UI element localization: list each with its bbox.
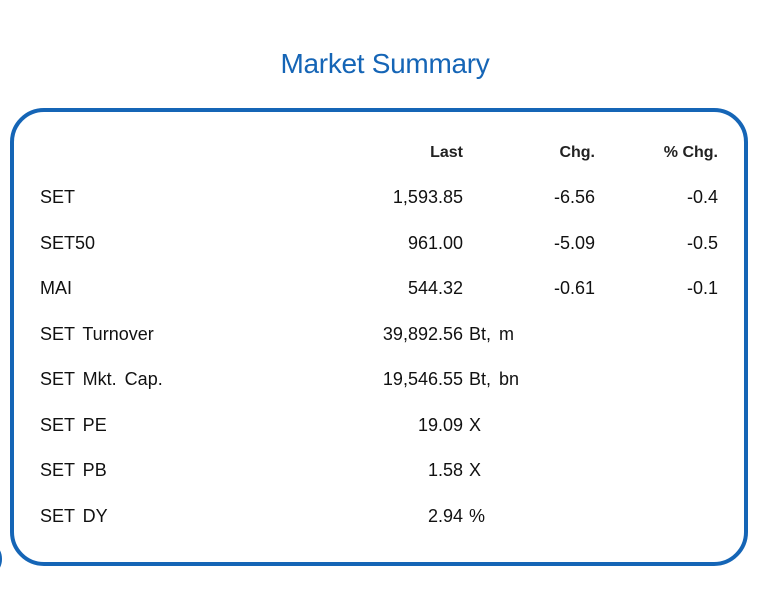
row-name: SET DY: [40, 506, 108, 526]
row-unit: %: [469, 506, 486, 526]
page-title: Market Summary: [280, 48, 490, 79]
row-name: SET Turnover: [40, 324, 154, 344]
table-row: SET Mkt. Cap. 19,546.55 Bt, bn: [0, 369, 780, 393]
row-name: SET: [40, 187, 76, 207]
column-header-chg: Chg.: [559, 144, 595, 161]
row-last: 961.00: [407, 233, 463, 253]
row-last: 19.09: [417, 415, 463, 435]
row-name: MAI: [40, 278, 73, 298]
row-pct-chg: -0.4: [686, 187, 718, 207]
row-last: 1.58: [427, 460, 463, 480]
decorative-arc: [0, 540, 2, 578]
column-header-last: Last: [430, 144, 463, 161]
row-unit: Bt, m: [469, 324, 515, 344]
row-unit: Bt, bn: [469, 369, 520, 389]
row-last: 2.94: [427, 506, 463, 526]
row-last: 19,546.55: [382, 369, 463, 389]
row-last: 544.32: [407, 278, 463, 298]
row-chg: -5.09: [553, 233, 595, 253]
table-row: SET Turnover 39,892.56 Bt, m: [0, 324, 780, 348]
row-name: SET50: [40, 233, 96, 253]
row-chg: -6.56: [553, 187, 595, 207]
table-row: SET DY 2.94 %: [0, 506, 780, 530]
row-unit: X: [469, 460, 482, 480]
table-row: MAI 544.32 -0.61 -0.1: [0, 278, 780, 302]
summary-panel: [10, 108, 748, 566]
row-pct-chg: -0.5: [686, 233, 718, 253]
row-unit: X: [469, 415, 482, 435]
row-name: SET Mkt. Cap.: [40, 369, 163, 389]
table-row: SET PB 1.58 X: [0, 460, 780, 484]
table-row: SET 1,593.85 -6.56 -0.4: [0, 187, 780, 211]
row-last: 1,593.85: [392, 187, 463, 207]
row-name: SET PB: [40, 460, 107, 480]
row-last: 39,892.56: [382, 324, 463, 344]
table-row: SET PE 19.09 X: [0, 415, 780, 439]
table-row: SET50 961.00 -5.09 -0.5: [0, 233, 780, 257]
row-pct-chg: -0.1: [686, 278, 718, 298]
row-name: SET PE: [40, 415, 107, 435]
row-chg: -0.61: [553, 278, 595, 298]
column-header-pct-chg: % Chg.: [663, 144, 718, 161]
